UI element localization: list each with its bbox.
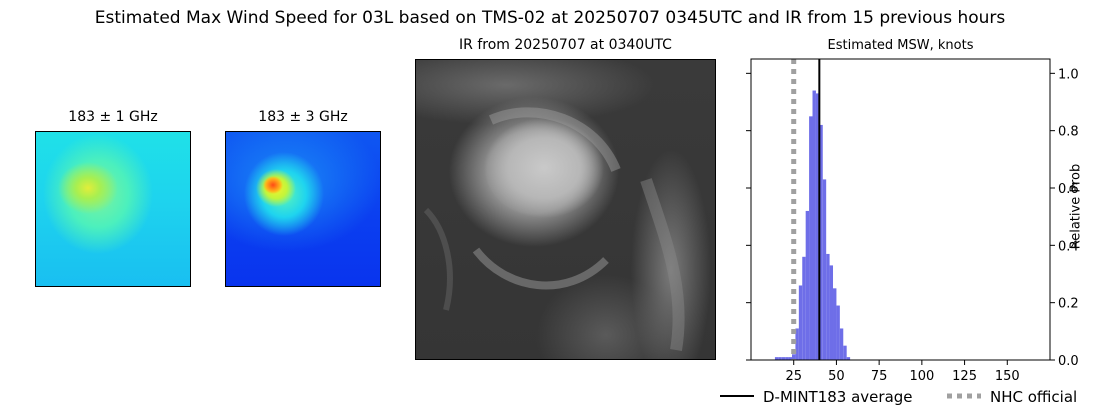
histogram-bar bbox=[785, 357, 789, 360]
legend-official-swatch bbox=[947, 393, 981, 399]
y-tick-label: 0.8 bbox=[1058, 125, 1079, 140]
histogram-bar bbox=[798, 285, 803, 360]
histogram-bar bbox=[812, 90, 816, 361]
x-tick-label: 75 bbox=[871, 369, 888, 384]
histogram-bar bbox=[788, 357, 793, 360]
legend-average-label: D-MINT183 average bbox=[763, 388, 913, 406]
histogram-bar bbox=[781, 357, 786, 360]
histogram-bar bbox=[795, 328, 799, 360]
y-tick-label: 0.0 bbox=[1058, 354, 1079, 369]
histogram-bar bbox=[839, 328, 844, 360]
histogram-bar bbox=[822, 179, 827, 360]
y-axis-label: Relative Prob bbox=[1068, 163, 1084, 250]
x-tick-label: 25 bbox=[785, 369, 802, 384]
histogram-bar bbox=[809, 116, 813, 360]
histogram-bar bbox=[843, 345, 847, 360]
histogram-bar bbox=[792, 354, 796, 360]
ir-title: IR from 20250707 at 0340UTC bbox=[459, 37, 672, 53]
y-tick-label: 1.0 bbox=[1058, 67, 1079, 82]
histogram-chart: 25 50 75 100 125 150 0.0 0.2 0.4 0.6 0.8 1.0 bbox=[746, 58, 1079, 384]
mw2-title: 183 ± 3 GHz bbox=[258, 109, 348, 125]
histogram-bar bbox=[815, 93, 820, 361]
legend-average-swatch bbox=[720, 395, 754, 397]
figure-title: Estimated Max Wind Speed for 03L based o… bbox=[94, 8, 1006, 28]
mw-183-1ghz-image bbox=[35, 131, 191, 287]
ir-image bbox=[415, 59, 716, 360]
mw1-title: 183 ± 1 GHz bbox=[68, 109, 158, 125]
histogram-bar bbox=[833, 288, 837, 360]
histogram-bar bbox=[802, 256, 806, 360]
histogram-bar bbox=[846, 357, 851, 360]
legend-official-label: NHC official bbox=[990, 388, 1078, 406]
x-tick-label: 50 bbox=[828, 369, 845, 384]
histogram-bar bbox=[819, 124, 823, 360]
histogram-bar bbox=[805, 210, 810, 360]
y-tick-label: 0.4 bbox=[1058, 239, 1079, 254]
x-tick-label: 150 bbox=[995, 369, 1020, 384]
x-tick-label: 125 bbox=[952, 369, 977, 384]
histogram-bar bbox=[826, 253, 830, 360]
x-tick-label: 100 bbox=[909, 369, 934, 384]
mw-183-3ghz-image bbox=[225, 131, 381, 287]
histogram-bar bbox=[829, 265, 834, 360]
chart-title: Estimated MSW, knots bbox=[827, 38, 974, 53]
histogram-bar bbox=[778, 357, 782, 360]
y-tick-label: 0.6 bbox=[1058, 182, 1079, 197]
y-tick-label: 0.2 bbox=[1058, 297, 1079, 312]
plot-frame bbox=[750, 58, 1051, 361]
histogram-bar bbox=[774, 357, 779, 360]
histogram-bar bbox=[836, 305, 840, 360]
